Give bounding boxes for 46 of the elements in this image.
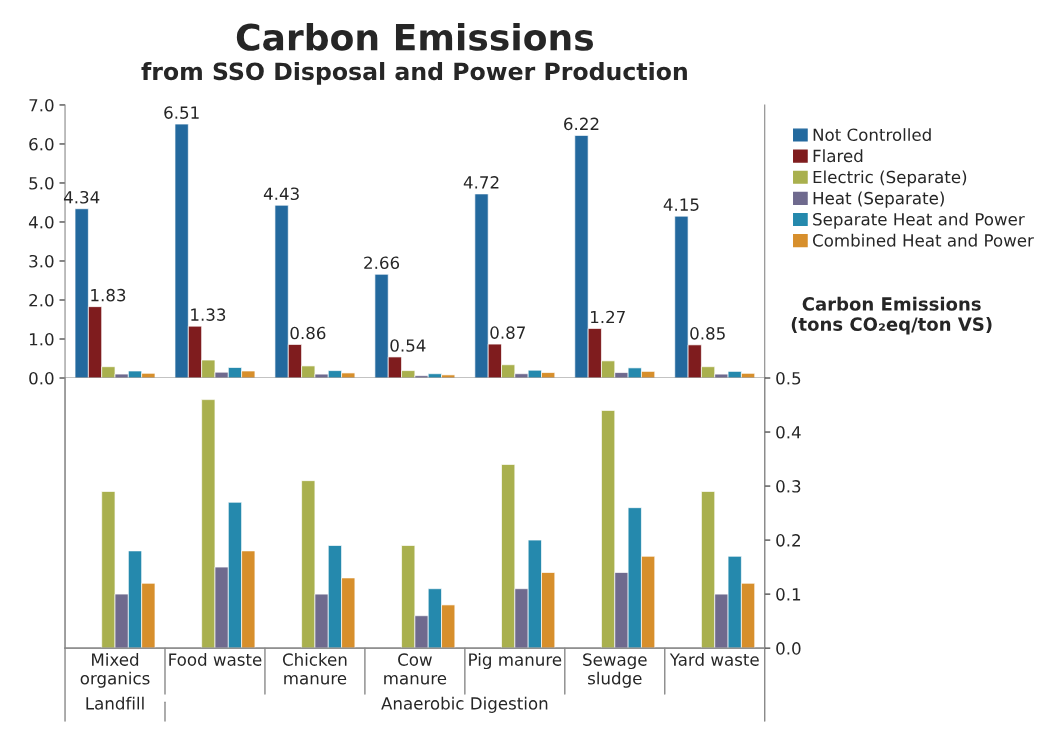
y-tick-label: 5.0 (29, 176, 54, 190)
data-label: 1.83 (91, 288, 126, 302)
y-tick-label: 6.0 (29, 137, 54, 151)
data-label: 4.15 (663, 198, 699, 211)
y2-tick-label: 0.5 (776, 371, 801, 385)
data-label: 0.87 (490, 326, 525, 339)
y-tick-label: 4.0 (28, 215, 54, 229)
y-tick-label: 0.0 (29, 371, 54, 385)
data-label: 2.66 (364, 256, 400, 270)
data-label: 6.22 (564, 117, 599, 131)
y-tick-label: 1.0 (29, 332, 54, 346)
text: Landfill (86, 696, 144, 710)
data-label: 1.33 (191, 308, 226, 321)
y-tick-label: 2.0 (29, 293, 54, 307)
x-tick-label: Yard waste (669, 652, 759, 666)
y-tick-label: 3.0 (29, 254, 54, 268)
data-label: 0.85 (690, 327, 725, 340)
x-tick-label: Mixed organics (80, 652, 150, 688)
y2-tick-label: 0.1 (776, 588, 801, 601)
chart-title: Carbon Emissions (236, 22, 593, 51)
legend-label: Not Controlled (813, 128, 931, 142)
x-tick-label: Sewage sludge (583, 653, 647, 688)
legend-label: Electric (Separate) (813, 170, 967, 187)
x-tick-label: Pig manure (469, 652, 562, 670)
x-tick-label: Food waste (169, 652, 262, 666)
data-label: 0.54 (390, 339, 426, 352)
y2-tick-label: 0.3 (776, 480, 801, 493)
data-label: 1.27 (591, 310, 625, 324)
y-tick-label: 7.0 (29, 98, 54, 112)
legend-label: Separate Heat and Power (813, 212, 1025, 229)
y2-tick-label: 0.4 (776, 425, 801, 439)
y2-tick-label: 0.0 (776, 642, 801, 655)
data-label: 4.34 (63, 190, 100, 204)
chart-subtitle: from SSO Disposal and Power Production (141, 61, 687, 85)
x-tick-label: Cow manure (384, 653, 447, 685)
data-label: 6.51 (164, 106, 199, 119)
legend-label: Heat (Separate) (813, 191, 944, 208)
data-label: 4.72 (463, 176, 499, 189)
y2-tick-label: 0.2 (776, 534, 800, 547)
x-tick-label: Chicken manure (282, 652, 347, 685)
y-axis-title: Carbon Emissions (tons CO₂eq/ton VS) (791, 296, 992, 335)
data-label: 0.86 (290, 326, 326, 340)
data-label: 4.43 (263, 187, 299, 201)
legend-label: Flared (813, 149, 863, 163)
legend-label: Combined Heat and Power (812, 233, 1034, 247)
text: Anaerobic Digestion (381, 696, 548, 713)
